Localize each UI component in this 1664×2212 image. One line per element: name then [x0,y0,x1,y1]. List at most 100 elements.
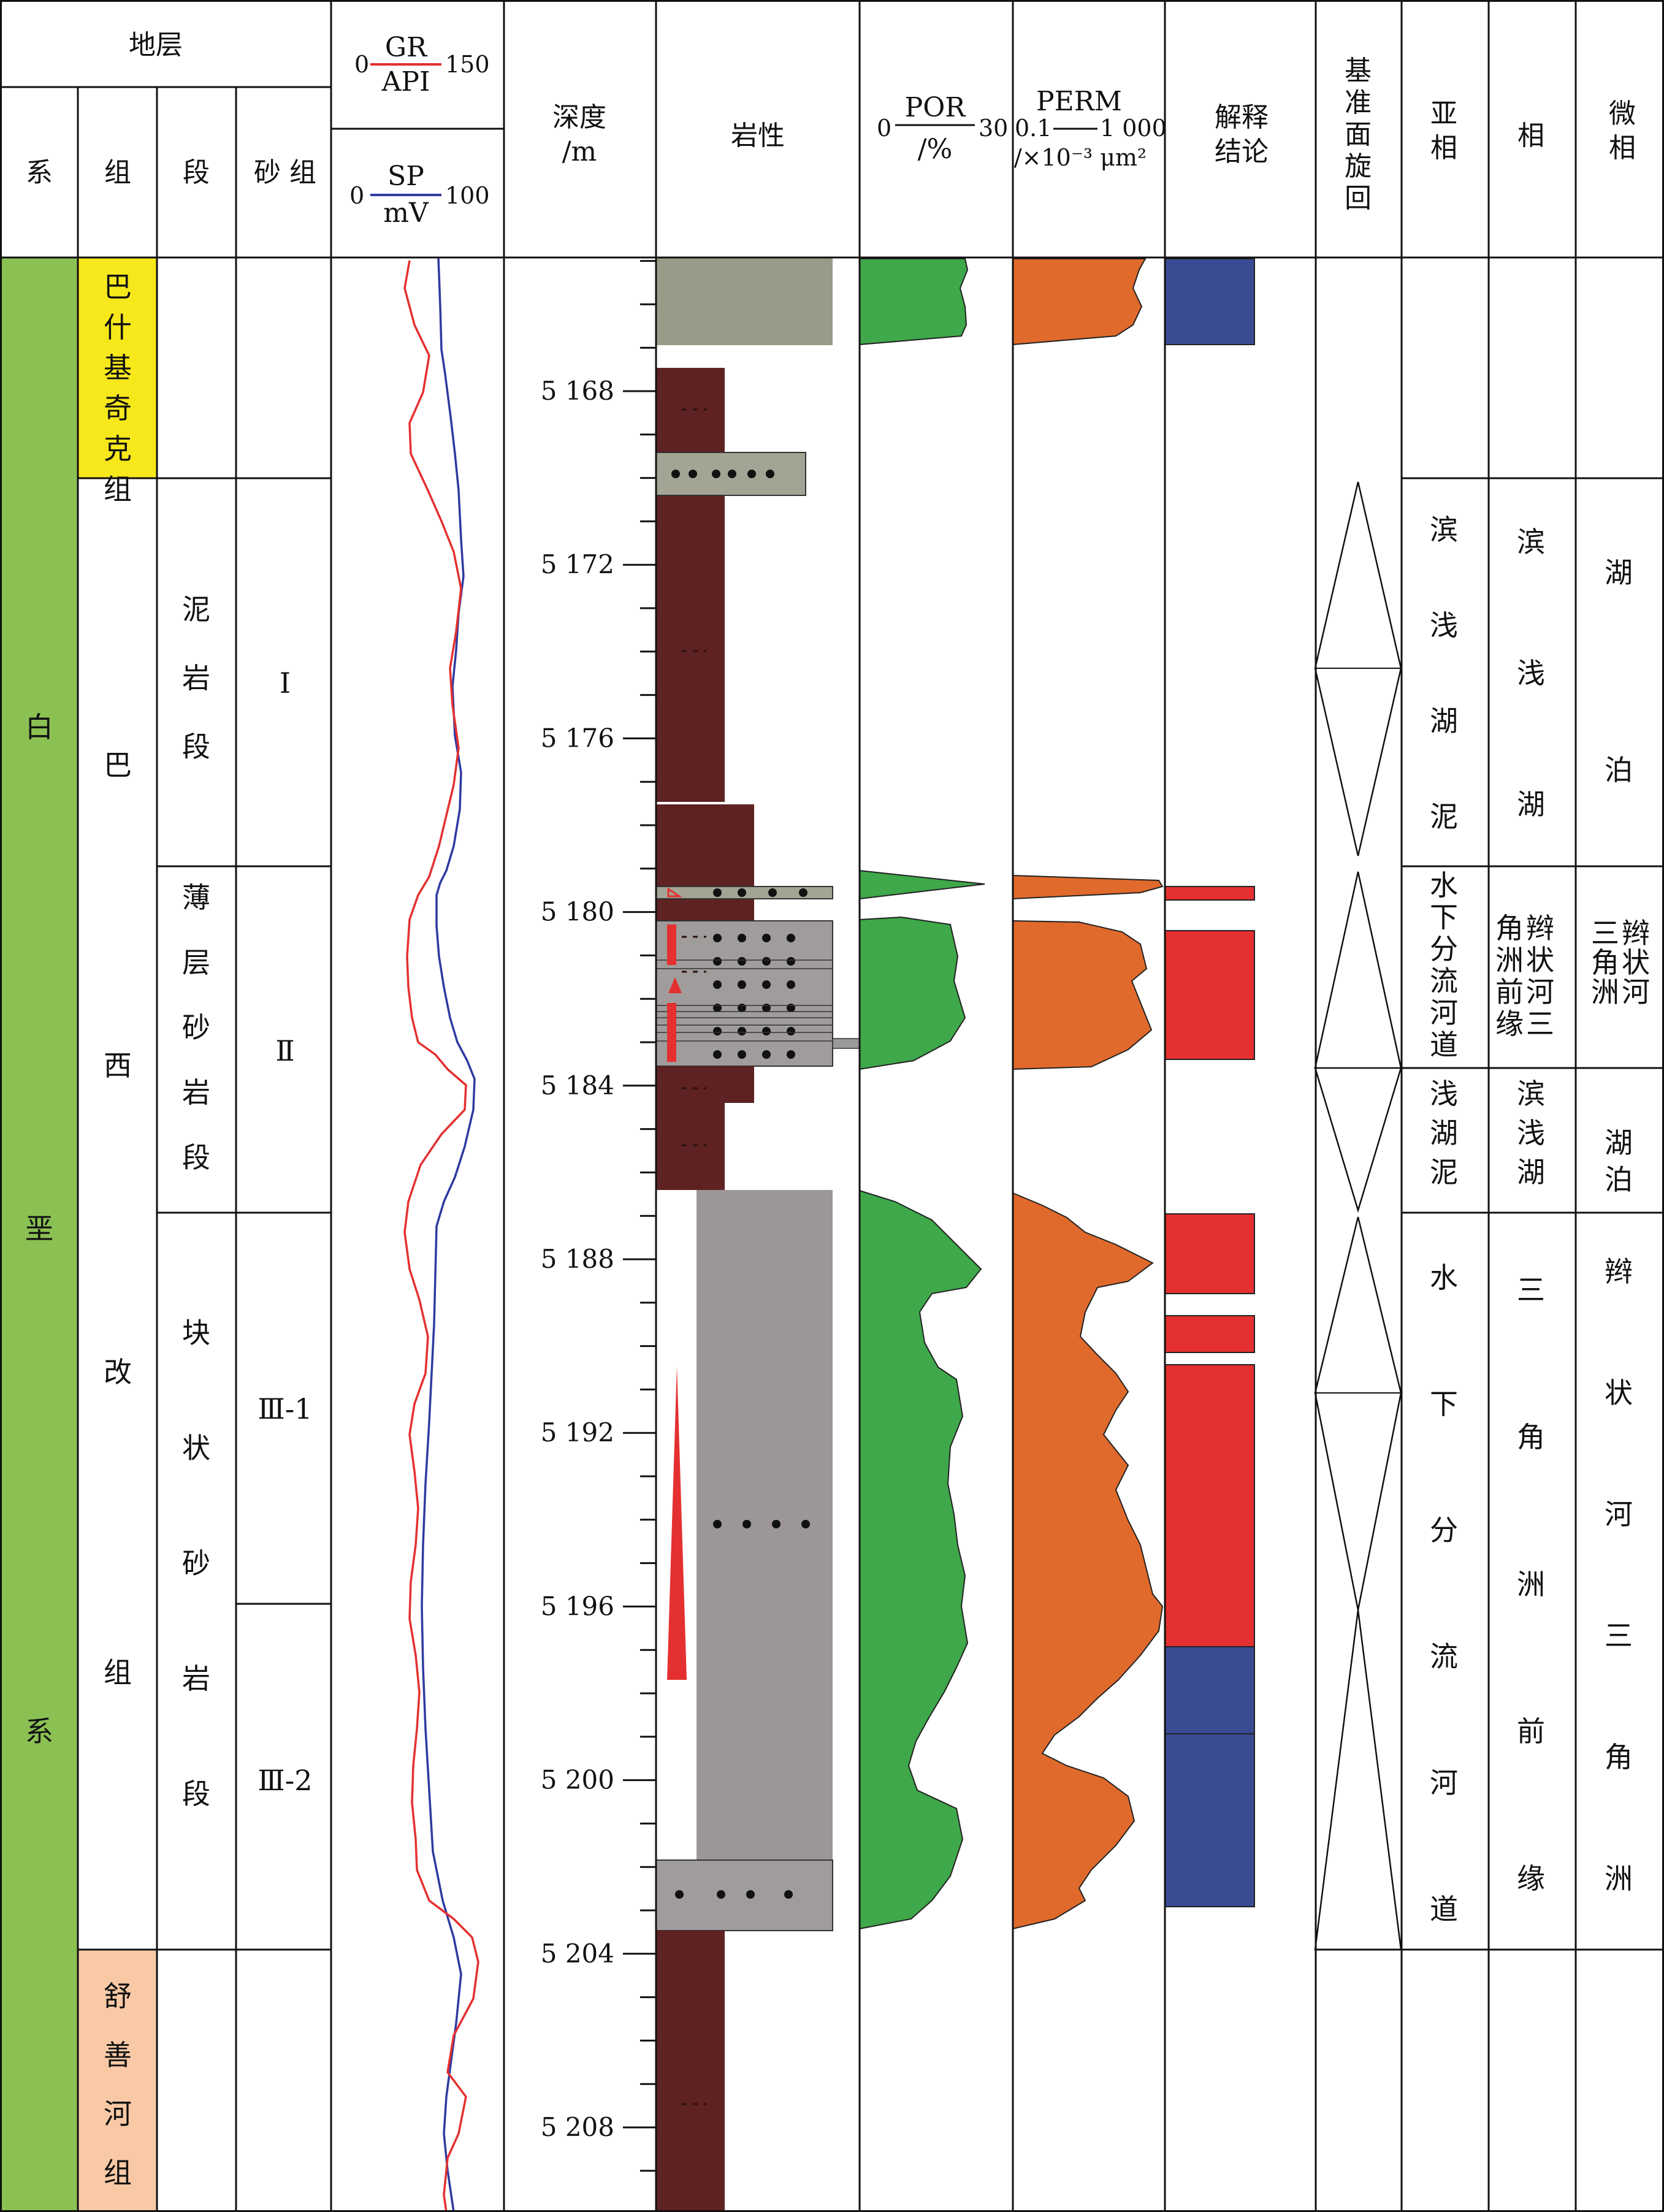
micro-2-char: 洲 [1591,975,1619,1009]
sand-dot [787,934,795,942]
depth-tick-label: 5 184 [541,1070,614,1100]
depth-tick-label: 5 200 [541,1765,614,1795]
zu-bashijiqike-char: 什 [104,311,132,344]
column-labels: 白垩系巴什基奇克组巴西改组舒善河组泥岩段薄层砂岩段块状砂岩段ⅠⅡⅢ-1Ⅲ-2滨浅… [25,270,1650,2189]
header-lithology: 岩性 [731,120,785,151]
depth-tick-label: 5 208 [541,2112,614,2142]
perm-fill-ii [1012,920,1153,1070]
perm-unit: /×10⁻³ μm² [1014,144,1147,171]
duan-massive-sand-char: 砂 [182,1547,210,1580]
facies-2-char: 前 [1495,975,1524,1009]
facies-4-char: 角 [1517,1421,1545,1454]
sand-dot [738,1050,746,1059]
sand-dot [762,957,771,966]
interp-line2: 结论 [1215,136,1269,167]
subfacies-3-char: 湖 [1430,1116,1458,1150]
sand-dot [787,1004,795,1012]
subfacies-4-char: 水 [1430,1261,1458,1294]
por-min: 0 [877,115,891,142]
header-depth-unit: /m [562,136,597,167]
fining-upward-arrow [667,1366,687,1680]
sp-curve [421,257,476,2212]
zu-shushanhe-char: 善 [104,2038,132,2072]
header-subfacies: 亚相 [1430,98,1457,164]
xi-label-char: 系 [25,1715,53,1748]
duan-massive-sand-char: 块 [182,1316,210,1349]
micro-2-char: 状 [1622,946,1650,979]
gr-max: 150 [445,51,490,78]
sand-dot [671,470,680,478]
sand-dot [747,470,756,478]
mudstone-step [656,804,754,921]
shazu-label: Ⅰ [280,666,291,700]
subfacies-2-char: 分 [1430,932,1458,966]
zu-baxigai-char: 组 [104,1656,132,1689]
perm-min: 0.1 [1015,115,1051,142]
perm-fill-thin [1012,874,1164,900]
micro-1-char: 泊 [1605,753,1633,787]
shazu-label: Ⅲ-2 [258,1764,312,1797]
sand-dot [689,470,697,478]
interp-dry [1164,258,1255,345]
porosity-fill-ii [859,916,966,1070]
zu-bashijiqike-char: 基 [104,351,132,384]
header-depth: 深度 [552,102,606,133]
cycle-header-char: 面 [1345,119,1372,150]
subfacies-3-char: 泥 [1430,1156,1458,1189]
sand-dot [675,1890,684,1899]
subfacies-4-char: 下 [1430,1387,1458,1421]
gr-unit: API [381,66,430,97]
gr-min: 0 [354,51,369,78]
depth-tick-label: 5 204 [541,1939,614,1969]
micro-4-char: 辫 [1605,1255,1633,1288]
por-name: POR [905,92,967,123]
interp-gas-iii-c [1164,1364,1255,1647]
base-level-cycles [1314,481,1402,1951]
zu-fill-shushanhe [78,1950,157,2212]
interp-gas-ii [1164,930,1255,1060]
facies-3-char: 湖 [1517,1156,1545,1189]
xi-label-char: 白 [25,711,53,744]
sand-bottom [655,1859,833,1931]
facies-4-char: 洲 [1517,1568,1545,1601]
shazu-label: Ⅲ-1 [258,1392,312,1425]
microfacies-header-char: 微 [1609,98,1636,129]
perm-fill-top [1012,258,1147,346]
duan-massive-sand-char: 状 [182,1432,210,1465]
sp-min: 0 [349,182,364,209]
zu-bashijiqike-char: 巴 [104,270,132,303]
mudstone-lower [656,1931,725,2212]
subfacies-4-char: 流 [1430,1640,1458,1673]
sand-dot [713,980,722,989]
perm-name: PERM [1036,86,1122,117]
subfacies-2-char: 流 [1430,964,1458,997]
perm-fill-iii [1012,1192,1164,1930]
depth-tick-label: 5 180 [541,897,614,927]
sand-dot [712,470,720,478]
sand-dot [713,888,722,897]
sand-dot [762,1027,771,1035]
subfacies-2-char: 河 [1430,996,1458,1029]
sand-dot [762,1004,771,1012]
sand-dot [738,934,746,942]
sand-dot [801,1520,810,1528]
micro-3-char: 湖 [1605,1126,1633,1159]
subfacies-2-char: 道 [1430,1028,1458,1061]
cycle-header-char: 准 [1345,87,1372,118]
facies-4-char: 前 [1517,1715,1545,1748]
por-max: 30 [979,115,1008,142]
sp-name: SP [387,161,424,192]
subfacies-1-char: 浅 [1430,609,1458,642]
sand-tip [832,1038,861,1049]
facies-3-char: 浅 [1517,1116,1545,1150]
xi-label-char: 垩 [25,1212,53,1245]
duan-mudstone-char: 泥 [182,593,210,626]
subfacies-header-char: 亚 [1430,98,1457,129]
sand-dot [766,470,774,478]
interp-gas-iii-a [1164,1213,1255,1294]
sand-dot [713,1027,722,1035]
depth-tick-label: 5 168 [541,376,614,406]
interp-line1: 解释 [1215,102,1269,133]
